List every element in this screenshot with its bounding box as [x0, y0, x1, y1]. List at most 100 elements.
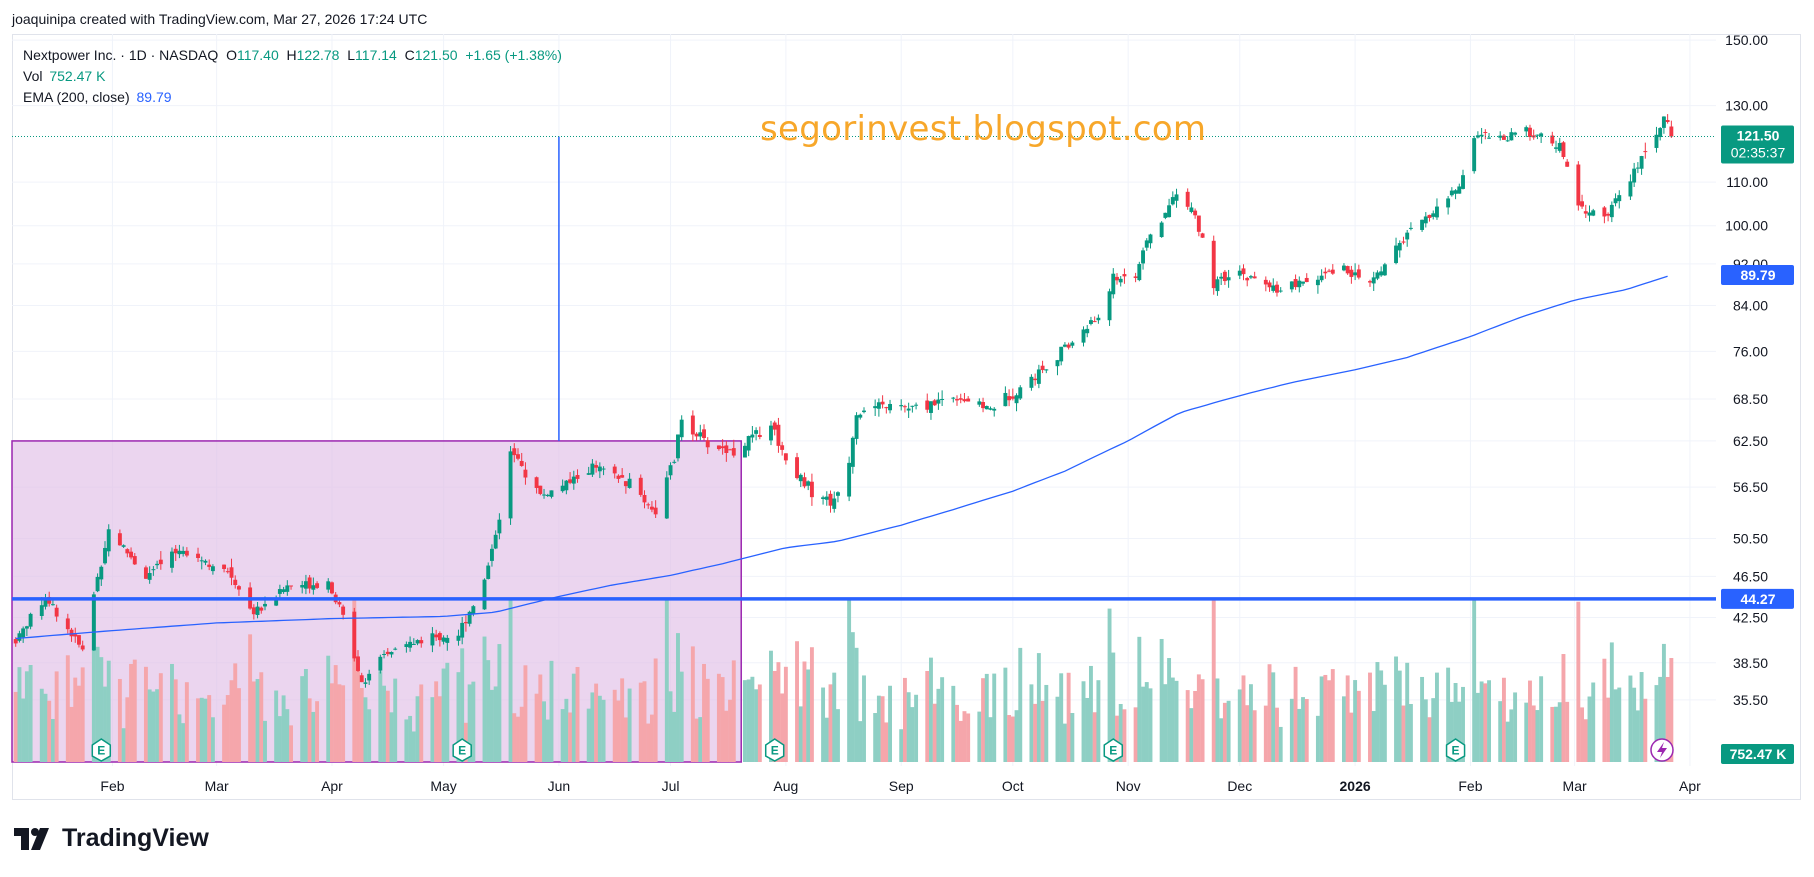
chart-frame	[12, 34, 1801, 800]
candle-body	[1535, 134, 1540, 136]
volume-bar	[1014, 710, 1019, 762]
candle-body	[1081, 329, 1086, 343]
volume-bar	[1609, 642, 1614, 762]
legend-volume-row[interactable]: Vol 752.47 K	[23, 66, 562, 87]
candle-body	[1088, 320, 1093, 324]
volume-bar	[73, 677, 78, 762]
volume-bar	[731, 660, 736, 762]
volume-bar	[1085, 697, 1090, 762]
volume-bar	[1330, 669, 1335, 762]
tradingview-logo[interactable]: TradingView	[14, 824, 209, 853]
legend-open: 117.40	[236, 47, 279, 63]
chart-legend: Nextpower Inc. · 1D · NASDAQ O117.40 H12…	[23, 45, 562, 108]
volume-bar	[1189, 708, 1194, 762]
time-axis[interactable]: Feb Mar Apr May Jun Jul Aug Sep Oct Nov Dec 2026 Feb…	[100, 778, 1701, 794]
volume-bar	[1635, 710, 1640, 762]
volume-bar	[1148, 688, 1153, 762]
volume-bar	[1446, 667, 1451, 762]
time-tick-label: 2026	[1340, 778, 1371, 794]
candle-body	[303, 581, 308, 589]
volume-bar	[404, 719, 409, 762]
volume-bar	[184, 682, 189, 762]
volume-bar	[1237, 689, 1242, 762]
legend-low: 117.14	[355, 47, 397, 63]
candle-body	[1665, 120, 1670, 122]
candle-body	[1423, 216, 1428, 224]
ema-line[interactable]	[15, 275, 1668, 640]
volume-bar	[1461, 686, 1465, 762]
candle-body	[486, 565, 491, 579]
candle-body	[315, 583, 320, 588]
volume-bar	[1617, 687, 1622, 762]
candle-body	[862, 410, 866, 413]
candle-body	[1483, 132, 1488, 134]
legend-ema-row[interactable]: EMA (200, close) 89.79	[23, 87, 562, 108]
volume-bar	[1185, 690, 1190, 762]
candle-body	[1479, 134, 1484, 137]
candle-body	[679, 419, 684, 438]
candle-body	[13, 639, 18, 644]
volume-bar	[132, 659, 137, 762]
volume-bar	[77, 685, 81, 762]
candle-body	[1661, 116, 1666, 128]
earnings-marker	[1445, 738, 1466, 762]
price-tick-label: 38.50	[1733, 655, 1768, 671]
volume-bar	[594, 683, 599, 762]
candle-body	[117, 533, 122, 546]
header-attribution: joaquinipa created with TradingView.com,…	[12, 11, 428, 27]
volume-bar	[47, 700, 52, 762]
volume-bar	[117, 678, 122, 762]
time-tick-label: Oct	[1002, 778, 1024, 794]
candle-body	[1475, 135, 1480, 138]
candle-body	[1237, 270, 1242, 276]
volume-bar	[564, 698, 569, 762]
volume-bar	[210, 717, 215, 762]
candle-body	[910, 405, 915, 407]
candle-body	[1085, 328, 1090, 334]
candle-body	[772, 422, 777, 430]
volume-bar	[1252, 710, 1257, 762]
candle-body	[560, 485, 565, 492]
candle-body	[1007, 396, 1012, 401]
candle-body	[28, 613, 33, 627]
volume-bar	[24, 671, 29, 762]
candle-body	[1345, 266, 1350, 274]
legend-symbol[interactable]: Nextpower Inc. · 1D · NASDAQ	[23, 47, 219, 63]
volume-bar	[147, 689, 152, 762]
volume-bar	[862, 675, 866, 762]
volume-bar	[445, 662, 450, 762]
candle-body	[590, 463, 595, 475]
candle-body	[419, 640, 424, 644]
candle-body	[177, 550, 182, 555]
volume-bar	[80, 667, 85, 762]
volume-bar	[1353, 680, 1358, 762]
volume-bar	[1070, 712, 1075, 762]
price-tick-label: 130.00	[1725, 98, 1768, 114]
candle-body	[1375, 272, 1380, 279]
volume-bar	[1379, 670, 1384, 762]
volume-bar	[962, 711, 967, 762]
candle-body	[962, 399, 967, 402]
volume-bar	[828, 684, 833, 762]
candle-body	[690, 415, 695, 435]
candle-body	[586, 473, 591, 475]
volume-bar	[54, 671, 59, 762]
candle-body	[39, 605, 44, 616]
volume-bar	[1528, 680, 1532, 762]
candle-body	[1036, 369, 1041, 384]
volume-bar	[1345, 675, 1350, 762]
candle-body	[902, 406, 907, 408]
candle-body	[415, 640, 420, 644]
volume-bar	[1554, 706, 1558, 762]
candle-body	[1669, 126, 1674, 137]
volume-bar	[225, 695, 230, 762]
volume-bar	[847, 600, 852, 762]
drawings[interactable]	[12, 136, 1716, 601]
earnings-marker-label: E	[771, 744, 779, 758]
volume-bar	[746, 679, 751, 762]
candle-body	[385, 651, 390, 655]
candle-body	[1632, 168, 1637, 183]
volume-bar	[181, 723, 186, 762]
